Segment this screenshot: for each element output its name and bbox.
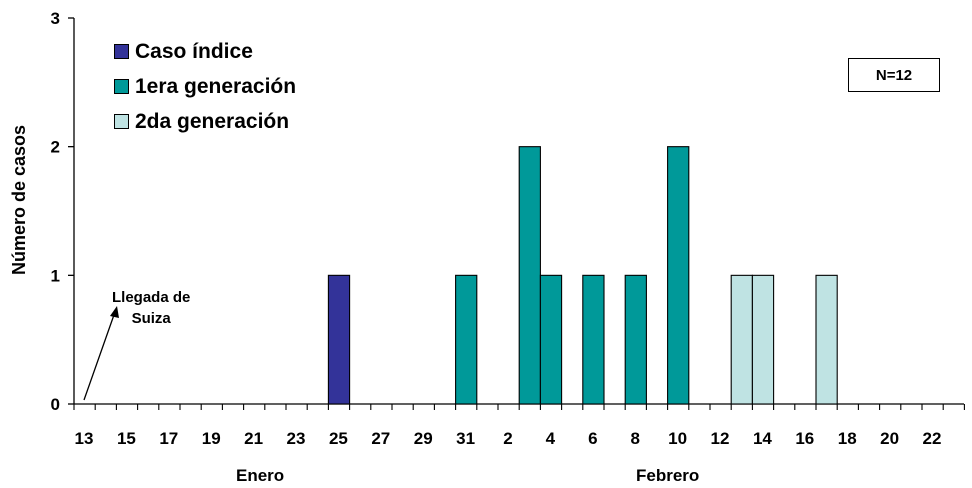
arrival-arrowhead <box>110 306 119 318</box>
legend-item-2da: 2da generación <box>114 104 296 139</box>
x-tick-label: 14 <box>753 429 772 448</box>
x-tick-label: 4 <box>546 429 556 448</box>
bar-2-1 <box>751 274 775 405</box>
bar-1-0 <box>455 274 478 405</box>
x-tick-label: 16 <box>795 429 814 448</box>
arrival-note-line-1: Llegada de <box>112 289 191 306</box>
x-tick-label: 25 <box>329 429 348 448</box>
month-label-enero: Enero <box>236 466 285 485</box>
y-tick-label: 2 <box>51 138 60 157</box>
x-tick-label: 12 <box>711 429 730 448</box>
x-tick-label: 13 <box>75 429 94 448</box>
x-tick-label: 8 <box>630 429 639 448</box>
bar-1-3 <box>582 274 605 405</box>
x-tick-label: 15 <box>117 429 136 448</box>
y-tick-label: 1 <box>51 266 60 285</box>
legend-label-1era: 1era generación <box>135 74 297 98</box>
x-tick-label: 29 <box>414 429 433 448</box>
chart-bars <box>327 146 838 405</box>
x-tick-label: 6 <box>588 429 597 448</box>
legend-swatch-2da <box>114 114 129 129</box>
bar-1-2 <box>539 274 563 405</box>
x-tick-label: 17 <box>159 429 178 448</box>
x-tick-label: 18 <box>838 429 857 448</box>
bar-2-0 <box>730 274 753 405</box>
x-tick-label: 21 <box>244 429 263 448</box>
arrival-arrow-line <box>83 311 116 401</box>
chart-legend: Caso índice 1era generación 2da generaci… <box>114 34 296 139</box>
legend-item-1era: 1era generación <box>114 69 296 104</box>
bar-2-2 <box>815 274 838 405</box>
arrival-note-line-2: Suiza <box>131 310 171 327</box>
x-tick-label: 23 <box>287 429 306 448</box>
legend-swatch-caso-indice <box>114 44 129 59</box>
y-tick-label: 3 <box>51 9 60 28</box>
x-tick-label: 10 <box>668 429 687 448</box>
bar-1-5 <box>667 146 690 405</box>
y-tick-label: 0 <box>51 395 60 414</box>
bar-0-0 <box>327 274 351 405</box>
bar-1-1 <box>518 146 541 405</box>
x-tick-label: 22 <box>923 429 942 448</box>
arrival-note: Llegada de Suiza <box>112 287 190 329</box>
x-tick-label: 2 <box>503 429 512 448</box>
legend-label-2da: 2da generación <box>135 109 290 133</box>
x-tick-label: 20 <box>880 429 899 448</box>
x-tick-label: 31 <box>456 429 475 448</box>
y-axis-label: Número de casos <box>9 125 29 275</box>
bar-1-4 <box>624 274 647 405</box>
month-label-febrero: Febrero <box>636 466 700 485</box>
x-tick-label: 19 <box>202 429 221 448</box>
legend-item-caso-indice: Caso índice <box>114 34 296 69</box>
legend-label-caso-indice: Caso índice <box>135 39 253 63</box>
legend-swatch-1era <box>114 79 129 94</box>
n-total-box: N=12 <box>848 58 940 92</box>
x-tick-label: 27 <box>371 429 390 448</box>
